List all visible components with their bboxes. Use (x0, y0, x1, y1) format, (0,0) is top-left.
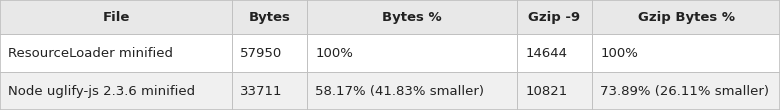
Text: Bytes %: Bytes % (382, 10, 441, 24)
Bar (0, 72, 780, 110)
Text: 73.89% (26.11% smaller): 73.89% (26.11% smaller) (601, 84, 769, 97)
Text: Bytes: Bytes (249, 10, 290, 24)
Text: ResourceLoader minified: ResourceLoader minified (9, 47, 173, 60)
Text: 10821: 10821 (525, 84, 568, 97)
Bar (0, 0, 780, 34)
Text: Gzip Bytes %: Gzip Bytes % (637, 10, 735, 24)
Bar (0, 34, 780, 72)
Text: File: File (102, 10, 129, 24)
Text: Node uglify-js 2.3.6 minified: Node uglify-js 2.3.6 minified (9, 84, 195, 97)
Text: 58.17% (41.83% smaller): 58.17% (41.83% smaller) (315, 84, 484, 97)
Text: 33711: 33711 (240, 84, 282, 97)
Text: Gzip -9: Gzip -9 (528, 10, 580, 24)
Text: 100%: 100% (601, 47, 638, 60)
Text: 14644: 14644 (525, 47, 567, 60)
Text: 100%: 100% (315, 47, 353, 60)
Text: 57950: 57950 (240, 47, 282, 60)
